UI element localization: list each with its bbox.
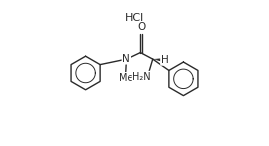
Text: Me: Me: [119, 73, 134, 83]
Text: H₂N: H₂N: [133, 72, 151, 82]
Text: H: H: [161, 55, 169, 65]
Text: O: O: [138, 22, 146, 32]
Text: N: N: [122, 54, 130, 64]
Text: HCl: HCl: [125, 13, 144, 22]
